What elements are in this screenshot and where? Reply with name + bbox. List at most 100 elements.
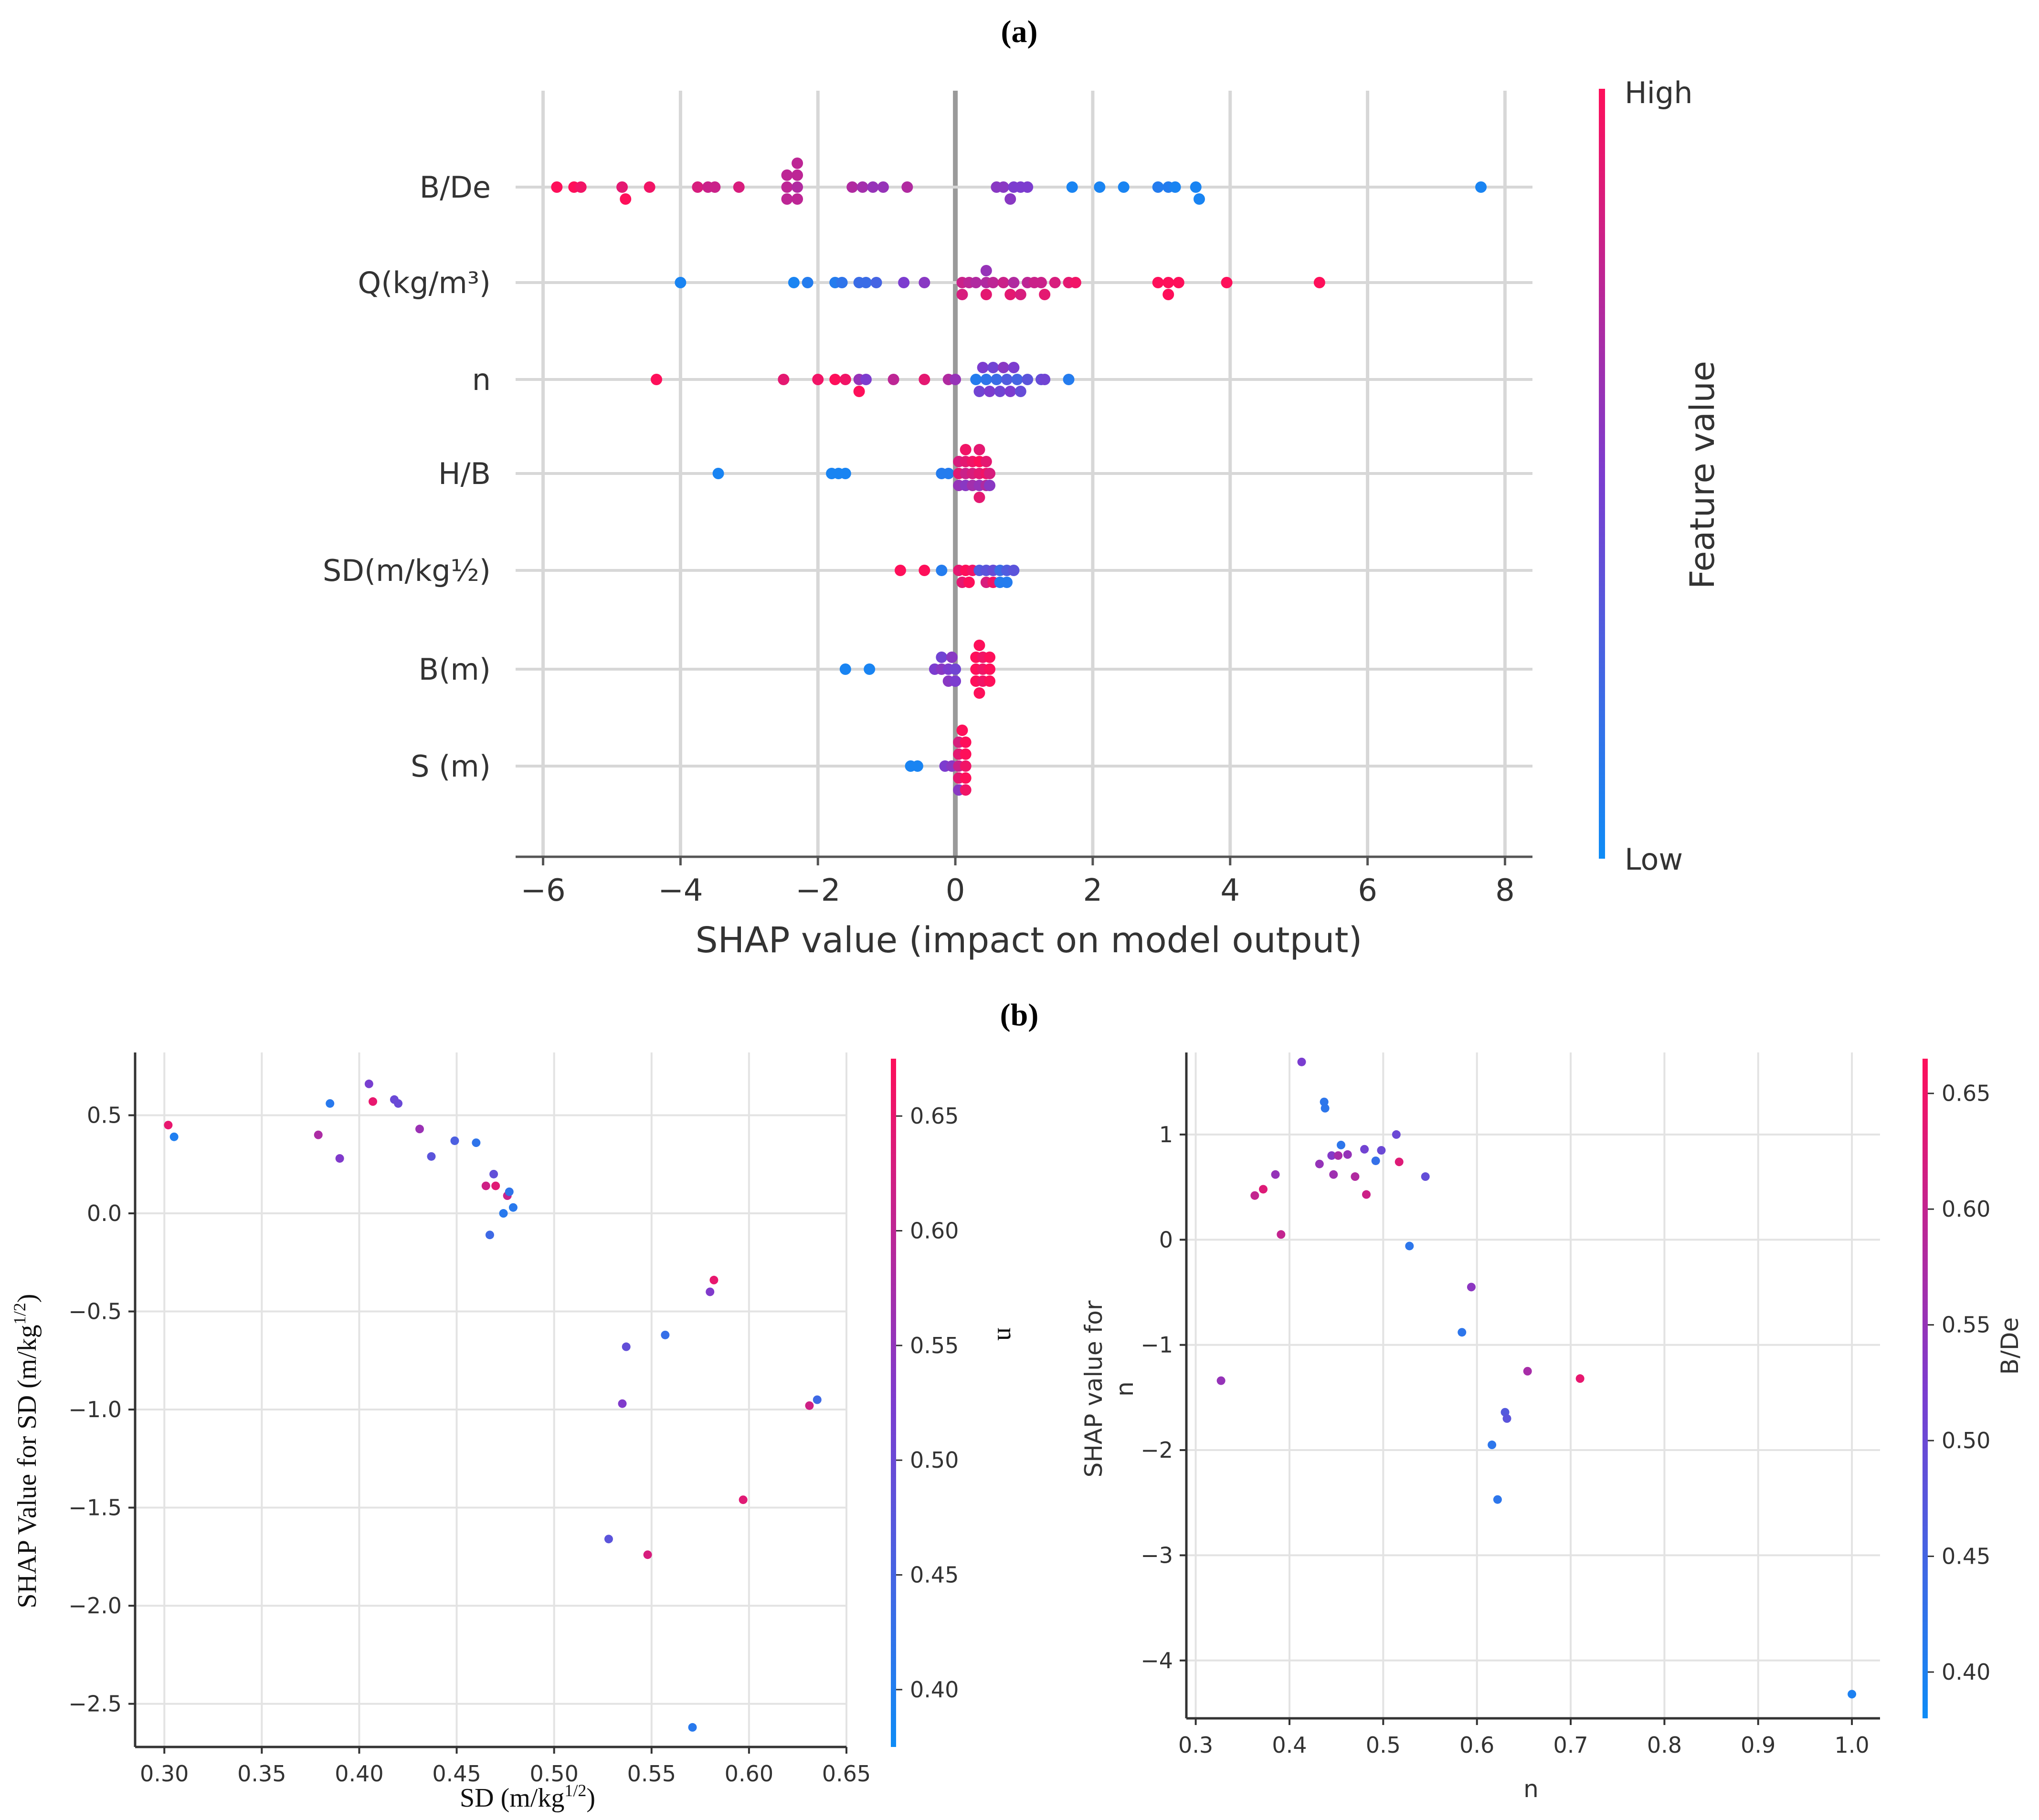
summary-point [994,386,1006,397]
summary-point [867,181,879,193]
dependence-point [164,1121,173,1130]
summary-point [984,468,996,479]
summary-point [1004,289,1016,300]
summary-point [839,374,851,385]
y-tick-label: −2 [1141,1437,1173,1463]
y-tick-label: 0.0 [87,1200,122,1226]
colorbar-tick-label: 0.55 [910,1333,959,1358]
summary-point [1313,277,1325,288]
x-tick-label: 0.9 [1741,1732,1775,1758]
summary-point [1475,181,1487,193]
summary-point [860,277,872,288]
summary-point [1049,277,1061,288]
summary-point [778,374,790,385]
dependence-point [688,1723,697,1732]
dependence-point [1259,1185,1268,1194]
colorbar-tick-label: 0.65 [1942,1081,1990,1106]
summary-point [984,663,996,675]
dependence-plot-n: 0.3 0.4 0.5 0.6 0.7 0.8 0.9 1.010−1−2−3−4 0.400… [1080,1052,2024,1803]
dependence-point [1327,1151,1336,1160]
dependence-n-points [1216,1057,1857,1699]
summary-point [984,675,996,687]
summary-point [551,181,563,193]
summary-point [898,277,910,288]
dependence-point [661,1330,670,1339]
panel-label-b: (b) [1000,998,1039,1032]
dependence-point [1405,1241,1414,1251]
summary-point [733,181,745,193]
x-tick-label: 0.4 [1272,1732,1307,1758]
dependence-point [709,1275,718,1284]
summary-point [919,277,930,288]
summary-point [960,772,972,784]
summary-point [997,181,1009,193]
y-tick-label: 0 [1159,1227,1173,1252]
summary-point [836,277,848,288]
summary-point [973,640,985,651]
colorbar-tick-label: 0.60 [1942,1196,1990,1222]
summary-point [1001,577,1013,588]
summary-point [1004,193,1016,205]
summary-point [812,374,824,385]
dependence-point [1488,1441,1497,1450]
dependence-point [739,1495,748,1504]
summary-point [970,374,982,385]
summary-point [980,374,992,385]
summary-feature-label: B(m) [419,652,491,687]
summary-point [936,565,948,576]
dependence-point [622,1342,631,1351]
dependence-point [1395,1157,1404,1167]
dependence-point [1320,1097,1329,1106]
dependence-point [1362,1190,1371,1199]
y-tick-label: −1.0 [68,1397,122,1422]
dependence-sd-colorbar-label: n [992,1327,1021,1341]
summary-point [973,386,985,397]
colorbar-tick-label: 0.40 [910,1677,959,1703]
dependence-point [1493,1495,1502,1504]
y-tick-label: −1.5 [68,1495,122,1521]
summary-point [997,362,1009,373]
summary-x-axis-title: SHAP value (impact on model output) [696,920,1363,961]
dependence-point [1392,1130,1401,1139]
dependence-n-gridlines [1186,1052,1880,1718]
summary-point [620,193,632,205]
dependence-n-colorbar: 0.40 0.45 0.50 0.55 0.60 0.65 [1923,1059,1990,1718]
summary-x-axis: −6 −4 −2 0 2 4 6 8 [516,855,1532,908]
summary-point [960,444,972,455]
summary-point [901,181,913,193]
summary-point [853,386,865,397]
dependence-point [1377,1146,1386,1155]
colorbar-tick-label: 0.40 [1942,1659,1990,1685]
dependence-plot-sd: 0.30 0.35 0.40 0.45 0.50 0.55 0.60 0.65 0.5 0.0 −0… [10,1052,1021,1813]
summary-feature-rows [516,186,1532,768]
summary-point [781,193,793,205]
summary-x-tick-label: 6 [1358,873,1377,908]
dependence-point [369,1097,378,1106]
summary-point [792,193,803,205]
dependence-point [1360,1145,1369,1154]
dependence-sd-gridlines [135,1052,847,1747]
summary-point [970,277,982,288]
dependence-sd-x-axis-title: SD (m/kg1/2) [460,1781,595,1813]
dependence-point [326,1099,335,1108]
x-tick-label: 0.40 [335,1761,383,1787]
dependence-point [415,1125,424,1134]
summary-point [1008,565,1020,576]
dependence-point [813,1395,822,1404]
summary-point [1004,386,1016,397]
summary-point [1190,181,1202,193]
dependence-point [1315,1159,1324,1168]
summary-point [984,652,996,663]
dependence-point [481,1181,490,1190]
dependence-point [604,1535,613,1544]
summary-point [887,374,899,385]
summary-point [963,577,975,588]
summary-point [1014,289,1026,300]
summary-x-tick-label: 2 [1083,873,1103,908]
summary-point [960,736,972,748]
summary-point [860,374,872,385]
dependence-sd-y-axis-title: SHAP Value for SD (m/kg1/2) [10,1294,42,1609]
summary-point [644,181,655,193]
dependence-point [450,1136,459,1145]
summary-point [1039,289,1051,300]
